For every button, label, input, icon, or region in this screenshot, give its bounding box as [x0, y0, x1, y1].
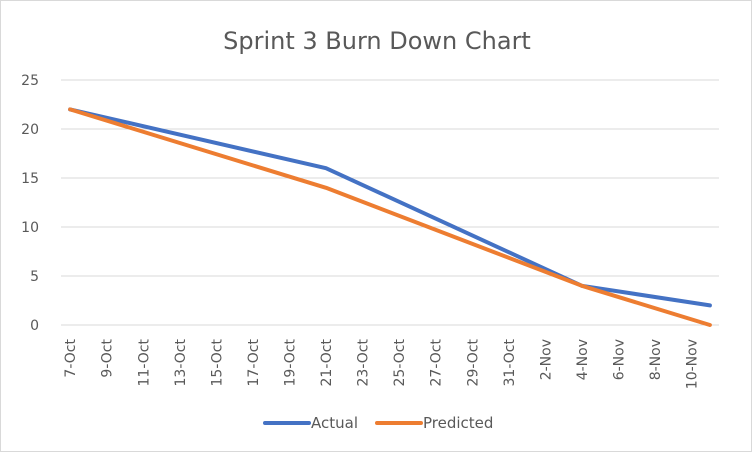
x-tick-label: 31-Oct [502, 338, 518, 386]
x-tick-label: 23-Oct [356, 338, 372, 386]
x-tick-label: 11-Oct [136, 338, 152, 386]
y-tick-label: 0 [30, 318, 39, 334]
x-tick-label: 19-Oct [282, 338, 298, 386]
series-line-actual [68, 107, 712, 308]
x-tick-label: 21-Oct [319, 338, 335, 386]
x-tick-label: 9-Oct [100, 338, 116, 377]
x-tick-label: 25-Oct [392, 338, 408, 386]
x-tick-label: 2-Nov [538, 339, 554, 380]
x-tick-label: 15-Oct [209, 338, 225, 386]
x-tick-label: 8-Nov [648, 339, 664, 380]
chart-title: Sprint 3 Burn Down Chart [223, 27, 531, 55]
y-tick-label: 20 [21, 122, 39, 138]
x-tick-label: 7-Oct [63, 338, 79, 377]
x-tick-label: 10-Nov [685, 339, 701, 389]
x-axis-ticks: 7-Oct 9-Oct 11-Oct 13-Oct 15-Oct 17-Oct 19-Oct… [63, 338, 700, 389]
y-tick-label: 15 [21, 171, 39, 187]
x-tick-label: 27-Oct [429, 338, 445, 386]
gridlines [61, 79, 719, 326]
y-tick-label: 10 [21, 220, 39, 236]
legend-label-predicted: Predicted [423, 414, 493, 432]
x-tick-label: 4-Nov [575, 339, 591, 380]
y-axis-ticks: 0 5 10 15 20 25 [21, 73, 39, 334]
legend-label-actual: Actual [311, 414, 358, 432]
series-lines [68, 107, 712, 327]
y-tick-label: 5 [30, 269, 39, 285]
series-line-predicted [68, 107, 712, 327]
x-tick-label: 13-Oct [173, 338, 189, 386]
x-tick-label: 29-Oct [465, 338, 481, 386]
legend: Actual Predicted [263, 414, 493, 432]
x-tick-label: 6-Nov [611, 339, 627, 380]
y-tick-label: 25 [21, 73, 39, 89]
x-tick-label: 17-Oct [246, 338, 262, 386]
